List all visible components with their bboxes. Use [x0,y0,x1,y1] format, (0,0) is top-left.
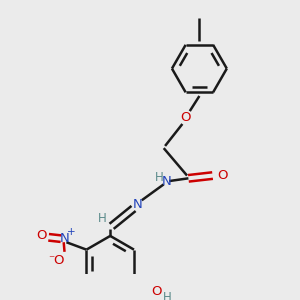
Text: O: O [53,254,64,267]
Text: O: O [180,112,191,124]
Text: N: N [133,198,142,211]
Text: +: + [67,227,75,237]
Text: O: O [36,229,46,242]
Text: N: N [162,175,172,188]
Text: O: O [218,169,228,182]
Text: H: H [163,291,171,300]
Text: ⁻: ⁻ [49,253,55,266]
Text: O: O [152,285,162,298]
Text: H: H [98,212,106,225]
Text: H: H [155,171,164,184]
Text: N: N [60,232,69,245]
